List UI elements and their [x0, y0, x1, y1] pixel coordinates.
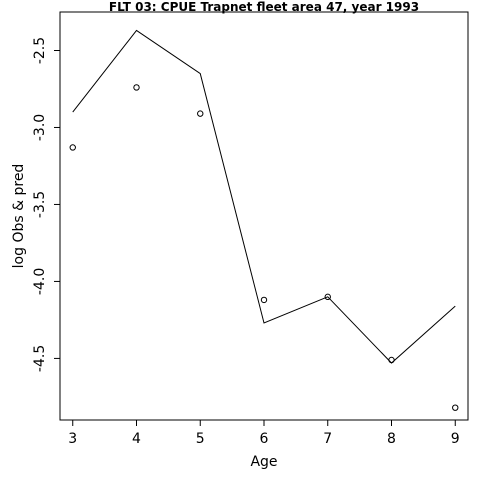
- x-tick-label: 5: [196, 431, 205, 447]
- x-axis: 3 4 5 6 7 8 9: [68, 420, 460, 447]
- y-tick-label: -3.0: [32, 114, 48, 141]
- x-tick-label: 8: [387, 431, 396, 447]
- series-layer: [69, 29, 459, 411]
- x-axis-label: Age: [250, 454, 277, 470]
- x-tick-label: 9: [451, 431, 460, 447]
- plot-frame: [59, 11, 469, 421]
- observed-point: [133, 84, 140, 91]
- x-tick-label: 4: [132, 431, 141, 447]
- observed-point: [324, 293, 331, 301]
- x-tick-label: 6: [260, 431, 269, 447]
- y-tick-label: -4.0: [32, 268, 48, 295]
- y-axis: -2.5 -3.0 -3.5 -4.0 -4.5: [32, 37, 60, 372]
- x-tick-label: 3: [68, 431, 77, 447]
- observed-point: [452, 404, 459, 411]
- chart-title: FLT 03: CPUE Trapnet fleet area 47, year…: [109, 0, 419, 14]
- y-tick-label: -3.5: [32, 191, 48, 218]
- y-tick-label: -4.5: [32, 345, 48, 372]
- y-axis-label: log Obs & pred: [11, 164, 27, 269]
- x-tick-label: 7: [323, 431, 332, 447]
- observed-point: [260, 296, 268, 304]
- observed-point: [197, 110, 204, 117]
- observed-point: [69, 144, 76, 151]
- y-tick-label: -2.5: [32, 37, 48, 64]
- predicted-line: [72, 29, 456, 364]
